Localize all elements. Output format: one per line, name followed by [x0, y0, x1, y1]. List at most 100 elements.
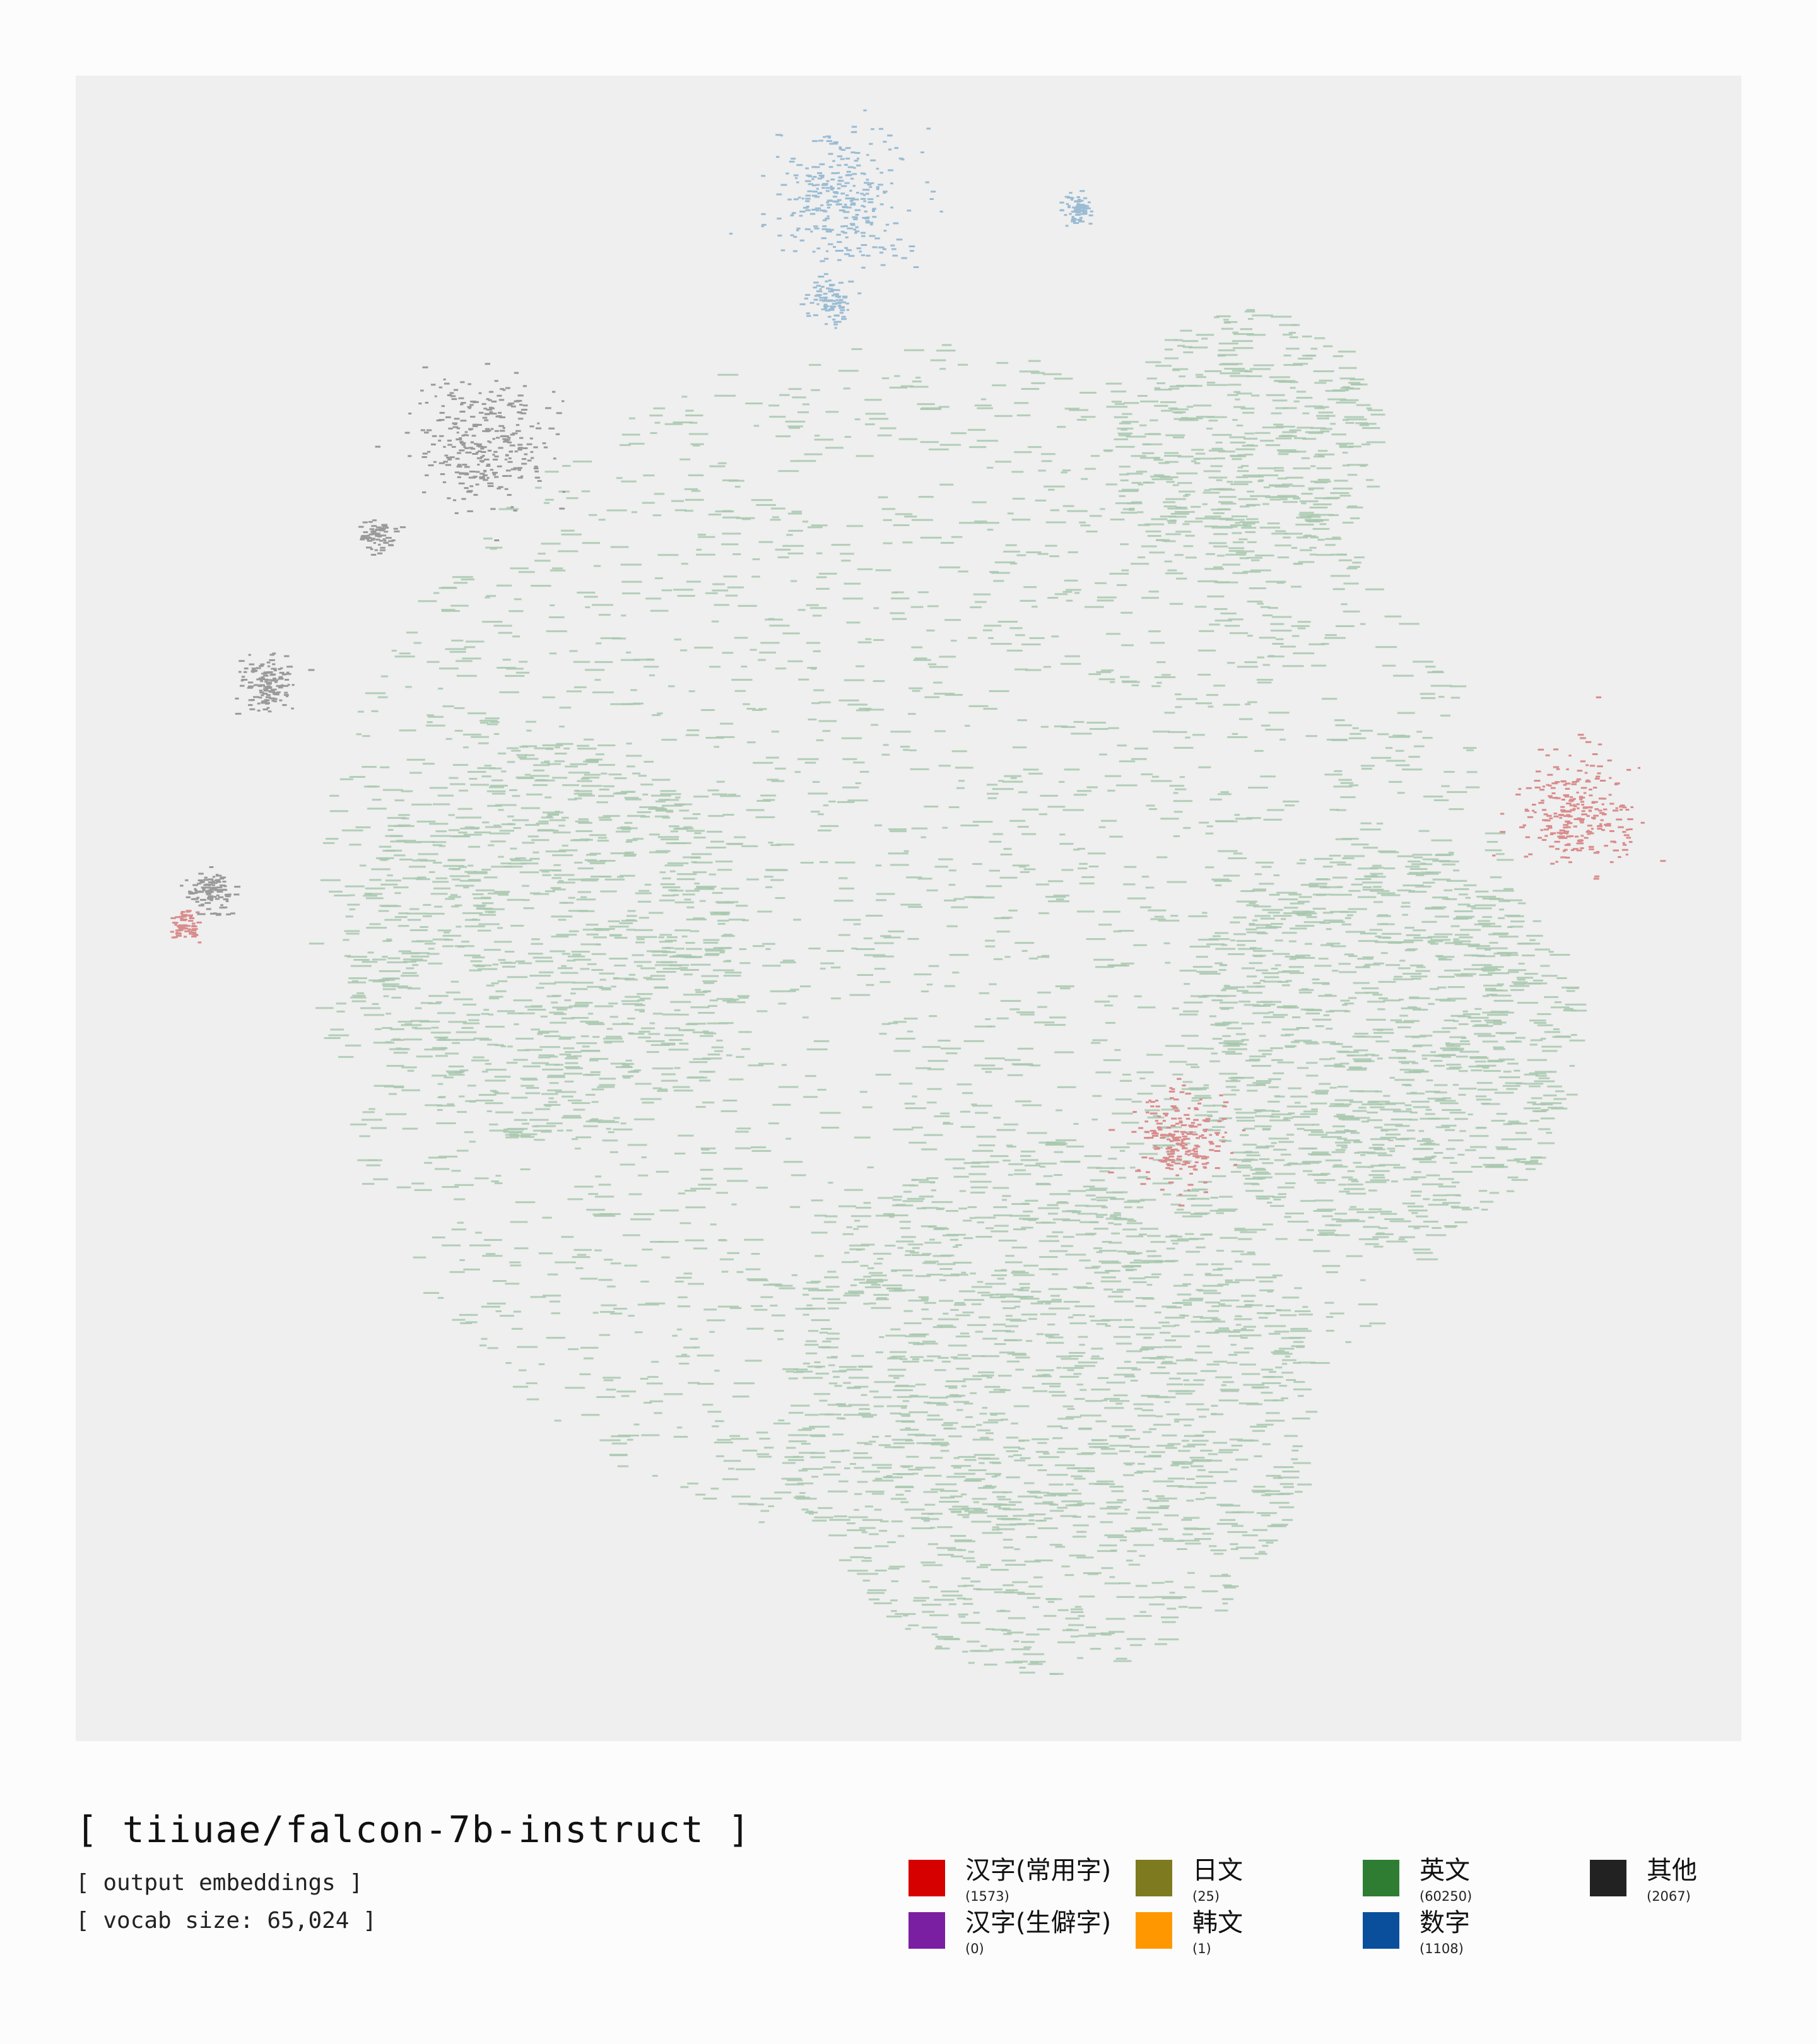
- point-english: [1447, 997, 1467, 1000]
- point-english: [1056, 1109, 1062, 1112]
- point-english: [1553, 1028, 1560, 1030]
- point-english: [985, 1018, 991, 1020]
- point-english: [926, 1418, 943, 1421]
- point-english: [865, 708, 885, 711]
- point-english: [1270, 925, 1277, 928]
- point-english: [1149, 1603, 1165, 1606]
- point-english: [917, 403, 935, 406]
- point-english: [640, 1378, 649, 1380]
- point-english: [349, 894, 355, 896]
- point-english: [642, 1101, 654, 1104]
- point-english: [494, 1076, 511, 1078]
- point-english: [879, 981, 891, 984]
- point-english: [855, 782, 861, 784]
- point-english: [1421, 1054, 1443, 1057]
- point-english: [797, 609, 806, 611]
- point-english: [846, 1226, 852, 1228]
- point-english: [719, 1258, 734, 1260]
- point-english: [1428, 1117, 1450, 1120]
- point-english: [1338, 778, 1352, 781]
- point-english: [720, 722, 734, 725]
- point-english: [986, 1161, 999, 1163]
- point-english: [1121, 644, 1134, 647]
- point-english: [723, 975, 741, 977]
- point-english: [1256, 1197, 1270, 1200]
- point-english: [1274, 939, 1283, 942]
- point-english: [425, 1104, 442, 1107]
- point-english: [1483, 984, 1503, 987]
- point-english: [1278, 1476, 1300, 1479]
- point-english: [1207, 595, 1225, 597]
- point-english: [1143, 1337, 1152, 1339]
- point-english: [1199, 821, 1209, 824]
- point-english: [978, 522, 999, 524]
- point-english: [1408, 1209, 1428, 1212]
- point-english: [907, 1197, 925, 1200]
- point-english: [1112, 1191, 1128, 1194]
- point-english: [646, 1382, 663, 1385]
- point-english: [513, 1059, 528, 1061]
- point-english: [820, 861, 828, 864]
- point-english: [732, 1395, 750, 1398]
- point-english: [1370, 872, 1384, 875]
- point-english: [464, 646, 476, 649]
- point-english: [1156, 661, 1166, 664]
- point-english: [861, 1414, 877, 1416]
- point-english: [1078, 1336, 1088, 1338]
- point-english: [1438, 1178, 1454, 1180]
- point-english: [903, 1190, 912, 1193]
- point-english: [962, 1602, 973, 1605]
- point-english: [1176, 1194, 1197, 1197]
- point-english: [862, 1579, 870, 1582]
- point-english: [1368, 1100, 1390, 1103]
- point-english: [1091, 1042, 1100, 1044]
- point-english: [555, 1091, 577, 1093]
- point-english: [738, 997, 749, 999]
- point-english: [1389, 1220, 1411, 1223]
- point-english: [1141, 876, 1150, 878]
- point-english: [936, 1404, 949, 1406]
- point-english: [1474, 904, 1496, 907]
- point-english: [1206, 1363, 1220, 1366]
- point-english: [1413, 929, 1426, 932]
- point-english: [1220, 1389, 1240, 1391]
- point-english: [1078, 1213, 1098, 1215]
- point-english: [783, 1161, 803, 1163]
- point-english: [1127, 897, 1146, 900]
- point-english: [665, 939, 677, 942]
- point-english: [676, 954, 692, 956]
- point-english: [1100, 1507, 1119, 1510]
- point-english: [1230, 1344, 1237, 1346]
- point-english: [926, 1274, 943, 1276]
- point-english: [1281, 1371, 1293, 1374]
- point-english: [416, 940, 433, 943]
- point-english: [718, 1305, 739, 1308]
- point-english: [541, 816, 554, 819]
- point-english: [768, 1505, 774, 1508]
- point-english: [853, 1228, 859, 1230]
- point-english: [957, 1274, 968, 1276]
- point-english: [734, 836, 746, 838]
- point-english: [430, 1031, 451, 1034]
- point-english: [461, 1026, 474, 1029]
- point-english: [1297, 912, 1317, 915]
- point-english: [1448, 1139, 1464, 1142]
- point-english: [949, 954, 969, 956]
- point-english: [745, 1268, 761, 1271]
- point-english: [955, 766, 973, 769]
- point-english: [631, 511, 637, 514]
- point-english: [903, 349, 924, 351]
- point-english: [1214, 820, 1234, 823]
- point-english: [1447, 791, 1467, 793]
- point-english: [1442, 1049, 1464, 1052]
- point-english: [464, 1131, 474, 1134]
- point-english: [816, 587, 830, 590]
- point-english: [757, 910, 772, 913]
- point-english: [1048, 1288, 1067, 1290]
- point-english: [1283, 912, 1305, 915]
- point-english: [668, 1048, 689, 1051]
- point-english: [1286, 1134, 1295, 1136]
- point-english: [798, 678, 809, 681]
- point-english: [582, 777, 599, 779]
- point-english: [846, 1387, 860, 1389]
